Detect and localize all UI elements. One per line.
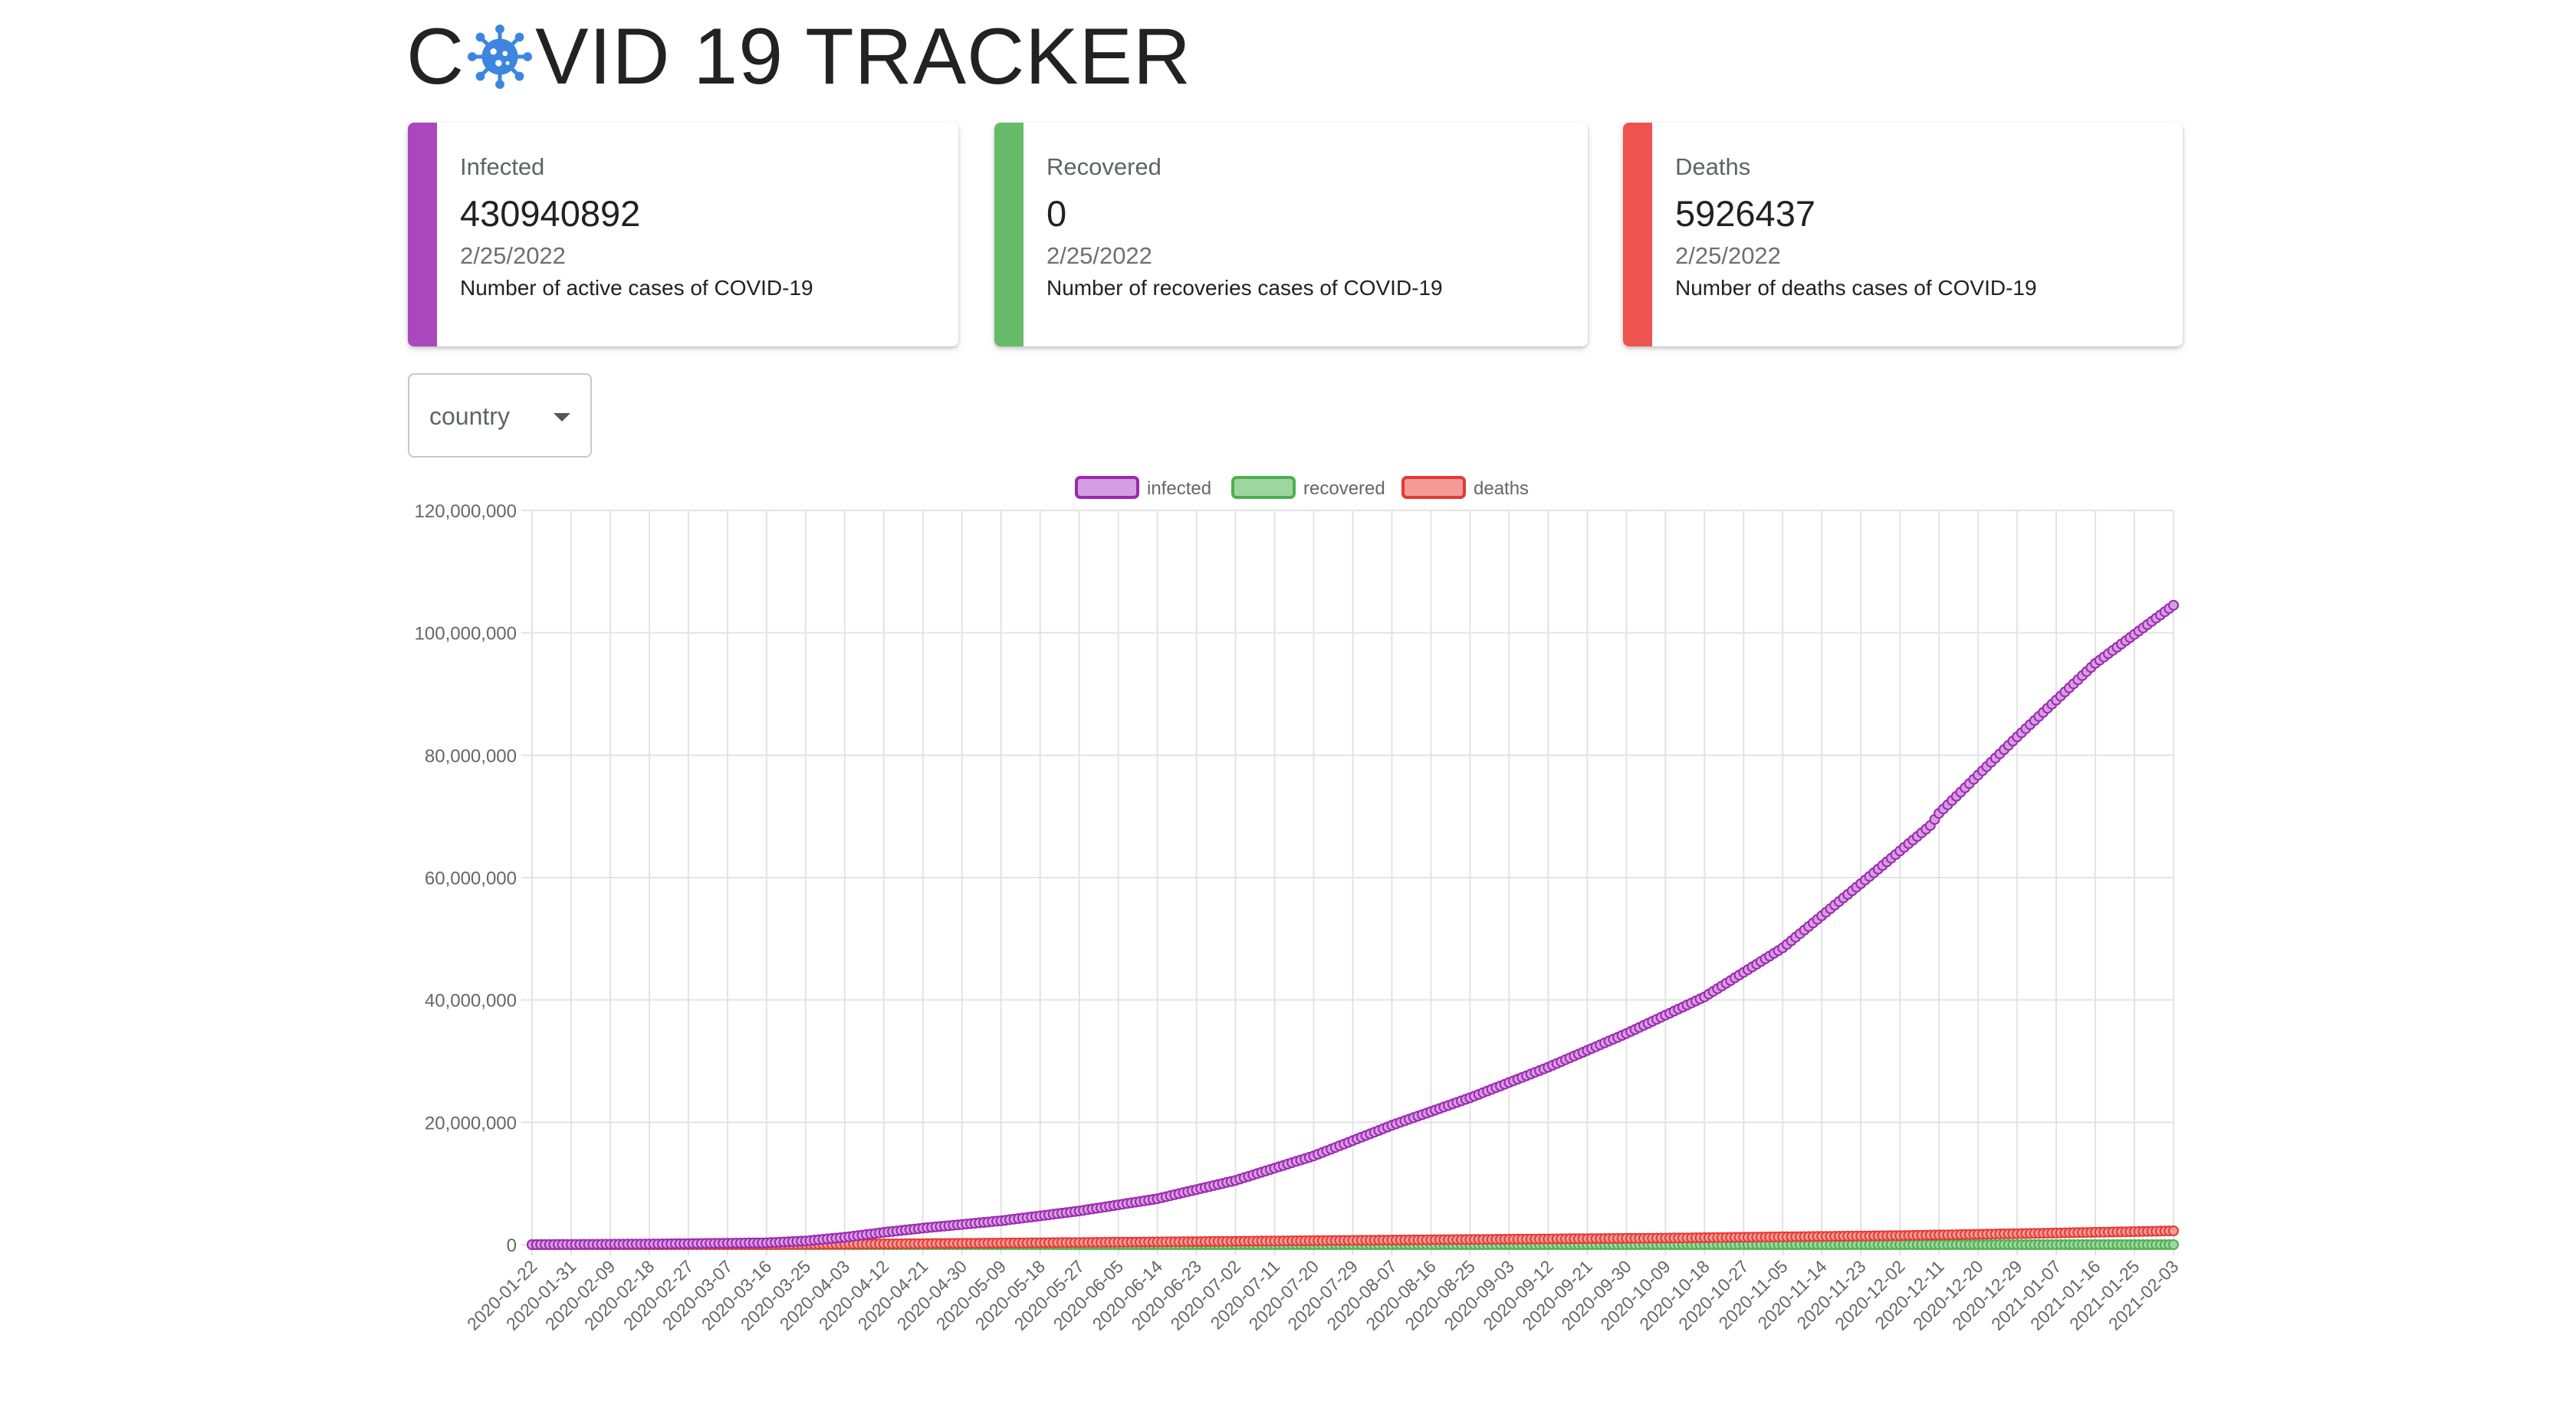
infected-description: Number of active cases of COVID-19 bbox=[460, 276, 813, 300]
y-tick-label: 60,000,000 bbox=[425, 868, 517, 889]
recovered-color-bar bbox=[994, 123, 1024, 346]
recovered-label: Recovered bbox=[1046, 153, 1162, 180]
infected-legend-swatch bbox=[1075, 476, 1139, 499]
infected-label: Infected bbox=[460, 153, 545, 180]
deaths-legend-swatch bbox=[1401, 476, 1466, 499]
recovered-data-point bbox=[2168, 1239, 2179, 1250]
recovered-card: Recovered 0 2/25/2022 Number of recoveri… bbox=[994, 123, 1588, 346]
deaths-color-bar bbox=[1623, 123, 1652, 346]
recovered-legend-swatch bbox=[1231, 476, 1296, 499]
deaths-label: Deaths bbox=[1675, 153, 1751, 180]
infected-data-point bbox=[2168, 599, 2179, 611]
page-title: C VID 19 TRACKER bbox=[406, 11, 1191, 103]
infected-count: 430940892 bbox=[460, 193, 641, 234]
deaths-legend-label: deaths bbox=[1474, 478, 1529, 499]
y-tick-label: 0 bbox=[507, 1235, 517, 1256]
infected-card: Infected 430940892 2/25/2022 Number of a… bbox=[408, 123, 958, 346]
infected-color-bar bbox=[408, 123, 437, 346]
title-text-start: C bbox=[406, 12, 465, 101]
deaths-data-point bbox=[2168, 1225, 2179, 1236]
y-tick-label: 40,000,000 bbox=[425, 991, 517, 1012]
recovered-legend-label: recovered bbox=[1303, 478, 1385, 499]
country-select[interactable]: country bbox=[408, 373, 592, 458]
y-tick-label: 120,000,000 bbox=[415, 501, 517, 522]
deaths-description: Number of deaths cases of COVID-19 bbox=[1675, 276, 2037, 300]
title-text-end: VID 19 TRACKER bbox=[535, 12, 1192, 101]
chevron-down-icon bbox=[554, 413, 570, 422]
y-tick-label: 100,000,000 bbox=[415, 624, 517, 645]
recovered-count: 0 bbox=[1046, 193, 1067, 234]
infected-legend-label: infected bbox=[1147, 478, 1211, 499]
deaths-card: Deaths 5926437 2/25/2022 Number of death… bbox=[1623, 123, 2183, 346]
deaths-date: 2/25/2022 bbox=[1675, 242, 1781, 269]
y-tick-label: 80,000,000 bbox=[425, 746, 517, 766]
virus-icon bbox=[468, 25, 533, 89]
infected-date: 2/25/2022 bbox=[460, 242, 566, 269]
recovered-description: Number of recoveries cases of COVID-19 bbox=[1046, 276, 1443, 300]
country-select-value: country bbox=[429, 402, 510, 430]
y-tick-label: 20,000,000 bbox=[425, 1113, 517, 1134]
recovered-date: 2/25/2022 bbox=[1046, 242, 1152, 269]
deaths-count: 5926437 bbox=[1675, 193, 1815, 234]
